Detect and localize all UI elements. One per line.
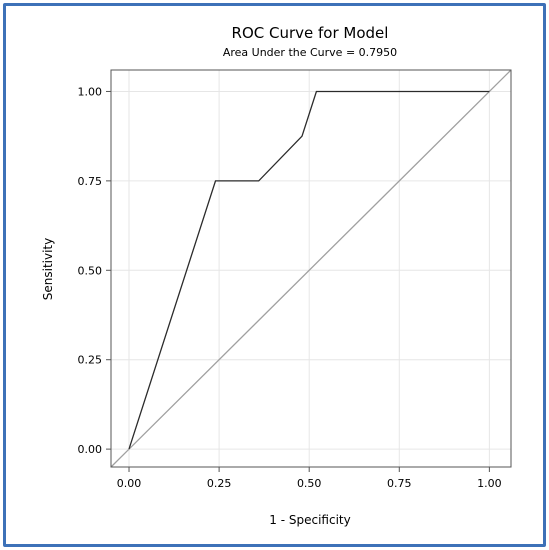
chart-subtitle: Area Under the Curve = 0.7950 bbox=[223, 46, 397, 59]
y-tick-label: 0.50 bbox=[78, 264, 103, 277]
x-tick-label: 0.25 bbox=[207, 477, 232, 490]
plot-area bbox=[110, 69, 512, 468]
y-tick-label: 0.25 bbox=[78, 354, 103, 367]
x-tick-label: 0.75 bbox=[387, 477, 412, 490]
chart-frame bbox=[3, 3, 546, 547]
x-axis-label: 1 - Specificity bbox=[269, 513, 350, 527]
x-tick-label: 1.00 bbox=[477, 477, 502, 490]
x-tick-label: 0.00 bbox=[117, 477, 142, 490]
tick-layer: 0.00 0.25 0.50 0.75 1.00 0.00 0.25 0.50 0.75 1.00 bbox=[78, 85, 502, 490]
roc-curve-line bbox=[128, 90, 490, 450]
y-tick-label: 0.00 bbox=[78, 443, 103, 456]
y-axis-label: Sensitivity bbox=[41, 238, 55, 300]
series-layer bbox=[110, 69, 512, 468]
y-tick-label: 1.00 bbox=[78, 85, 103, 98]
chart-title: ROC Curve for Model bbox=[232, 24, 389, 42]
diagonal-reference-line bbox=[110, 69, 512, 468]
grid-layer bbox=[111, 70, 511, 467]
x-tick-label: 0.50 bbox=[297, 477, 322, 490]
y-tick-label: 0.75 bbox=[78, 175, 103, 188]
